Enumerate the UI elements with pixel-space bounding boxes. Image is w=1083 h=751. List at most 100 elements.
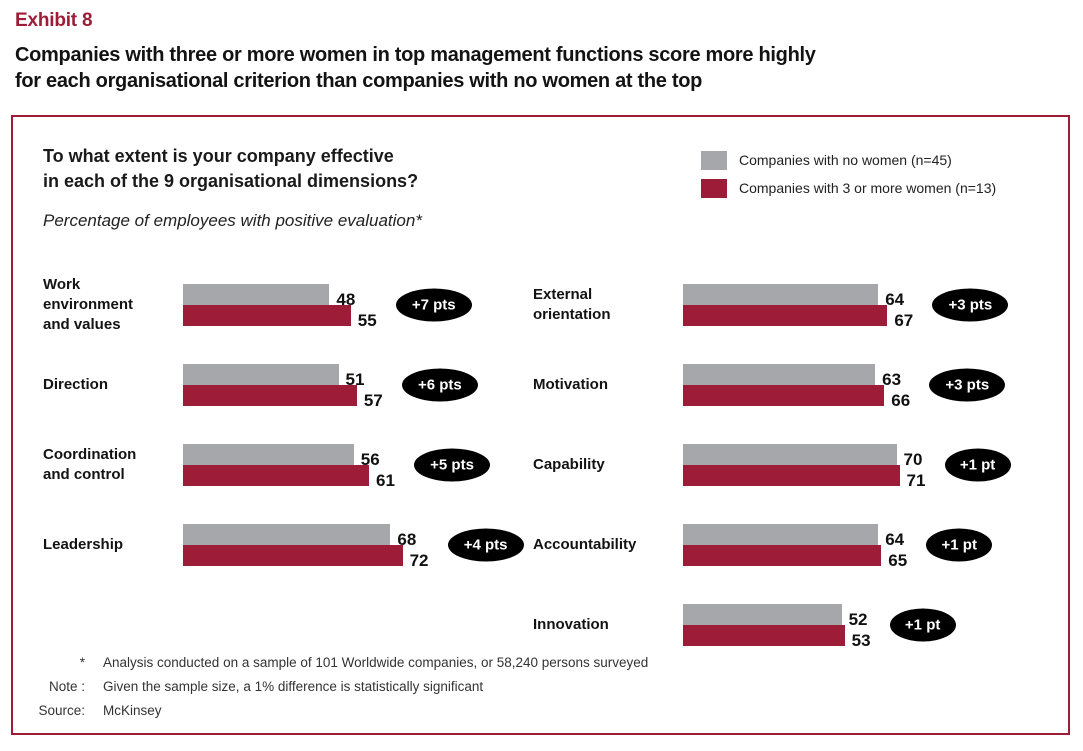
bar-line: 52	[683, 604, 1045, 629]
bar-no-women	[683, 604, 842, 625]
bar-line: 70	[683, 444, 1045, 469]
bar-line: 67	[683, 305, 1045, 330]
dimension-label: Work environment and values	[43, 276, 134, 333]
bar-value-label: 64	[885, 289, 905, 309]
bar-value-label: 68	[397, 529, 417, 549]
bar-three-plus-women	[183, 385, 357, 406]
bar-three-plus-women	[683, 545, 882, 566]
footnotes: * Analysis conducted on a sample of 101 …	[23, 651, 648, 723]
bar-line: 51	[183, 364, 533, 389]
bar-value-label: 65	[888, 550, 908, 570]
bar-pair: 48 55 +7 pts	[183, 284, 533, 330]
page-title-line-1: Companies with three or more women in to…	[15, 44, 816, 66]
delta-badge: +3 pts	[929, 368, 1006, 402]
bar-pair: 63 66 +3 pts	[683, 364, 1045, 410]
bar-pair: 64 65 +1 pt	[683, 524, 1045, 570]
chart-question-line-1: To what extent is your company effective	[43, 146, 394, 166]
chart-question: To what extent is your company effective…	[43, 144, 418, 194]
bar-line: 53	[683, 625, 1045, 650]
dimension-label: Direction	[43, 376, 109, 393]
legend-swatch-red	[701, 178, 727, 198]
bar-three-plus-women	[183, 465, 370, 486]
chart-panel: To what extent is your company effective…	[11, 115, 1070, 735]
legend-item-three-plus-women: Companies with 3 or more women (n=13)	[701, 177, 996, 199]
dimension-row: Innovation 52 53 +1 pt	[533, 585, 1045, 665]
bar-line: 65	[683, 545, 1045, 570]
bar-value-label: 51	[345, 369, 365, 389]
bar-line: 72	[183, 545, 533, 570]
bar-value-label: 72	[409, 550, 429, 570]
bar-no-women	[183, 364, 339, 385]
bar-chart: Work environment and values 48 55 +7 pts Direc…	[43, 265, 1045, 665]
bar-three-plus-women	[183, 305, 351, 326]
bar-three-plus-women	[683, 305, 888, 326]
header: Exhibit 8 Companies with three or more w…	[15, 10, 1065, 94]
bar-line: 56	[183, 444, 533, 469]
bar-line: 57	[183, 385, 533, 410]
bar-value-label: 53	[851, 630, 871, 650]
footnote-label: Note :	[48, 679, 85, 694]
bar-no-women	[683, 284, 879, 305]
footnote-label: *	[79, 655, 85, 670]
bar-pair: 70 71 +1 pt	[683, 444, 1045, 490]
bar-value-label: 61	[376, 470, 395, 490]
bar-value-label: 64	[885, 529, 905, 549]
bar-three-plus-women	[183, 545, 403, 566]
exhibit-label: Exhibit 8	[15, 10, 93, 31]
bar-no-women	[183, 524, 391, 545]
bar-three-plus-women	[683, 465, 900, 486]
bar-value-label: 48	[336, 289, 356, 309]
bar-value-label: 63	[882, 369, 902, 389]
bar-value-label: 52	[848, 609, 868, 629]
bar-no-women	[683, 444, 897, 465]
chart-column-left: Work environment and values 48 55 +7 pts Direc…	[43, 265, 533, 665]
bar-line: 71	[683, 465, 1045, 490]
delta-badge: +1 pt	[926, 528, 993, 562]
bar-value-label: 67	[894, 310, 914, 330]
bar-no-women	[183, 284, 330, 305]
delta-badge: +1 pt	[889, 608, 956, 642]
delta-badge: +7 pts	[395, 288, 472, 322]
bar-no-women	[183, 444, 354, 465]
dimension-label: Coordination and control	[43, 446, 137, 483]
bar-line: 63	[683, 364, 1045, 389]
delta-badge: +5 pts	[414, 448, 491, 482]
chart-column-right: External orientation 64 67 +3 pts Motivation 6…	[533, 265, 1045, 665]
bar-pair: 56 61 +5 pts	[183, 444, 533, 490]
page-title: Companies with three or more women in to…	[15, 42, 1065, 94]
footnote-asterisk: * Analysis conducted on a sample of 101 …	[23, 651, 649, 675]
bar-value-label: 55	[357, 310, 377, 330]
dimension-label: Innovation	[533, 616, 609, 633]
chart-subtitle: Percentage of employees with positive ev…	[43, 211, 422, 230]
footnote-note: Note : Given the sample size, a 1% diffe…	[23, 675, 648, 699]
bar-no-women	[683, 364, 876, 385]
bar-three-plus-women	[683, 625, 845, 646]
chart-question-line-2: in each of the 9 organisational dimensio…	[43, 171, 419, 191]
bar-line: 68	[183, 524, 533, 549]
dimension-label: Capability	[533, 456, 605, 473]
legend: Companies with no women (n=45) Companies…	[701, 149, 996, 205]
legend-label: Companies with no women (n=45)	[739, 152, 952, 168]
delta-badge: +3 pts	[932, 288, 1009, 322]
bar-line: 66	[683, 385, 1045, 410]
dimension-row: Capability 70 71 +1 pt	[533, 425, 1045, 505]
dimension-row: Coordination and control 56 61 +5 pts	[43, 425, 533, 505]
bar-line: 64	[683, 524, 1045, 549]
bar-pair: 52 53 +1 pt	[683, 604, 1045, 650]
footnote-source: Source: McKinsey	[23, 699, 648, 723]
bar-no-women	[683, 524, 879, 545]
bar-value-label: 57	[363, 390, 383, 410]
bar-value-label: 71	[906, 470, 926, 490]
bar-value-label: 56	[360, 449, 380, 469]
footnote-text: Given the sample size, a 1% difference i…	[103, 679, 484, 694]
dimension-row: Leadership 68 72 +4 pts	[43, 505, 533, 585]
footnote-text: McKinsey	[103, 703, 162, 718]
dimension-row: Work environment and values 48 55 +7 pts	[43, 265, 533, 345]
legend-item-no-women: Companies with no women (n=45)	[701, 149, 996, 171]
delta-badge: +1 pt	[944, 448, 1011, 482]
bar-line: 64	[683, 284, 1045, 309]
bar-value-label: 66	[891, 390, 911, 410]
bar-pair: 51 57 +6 pts	[183, 364, 533, 410]
dimension-label: Accountability	[533, 536, 637, 553]
